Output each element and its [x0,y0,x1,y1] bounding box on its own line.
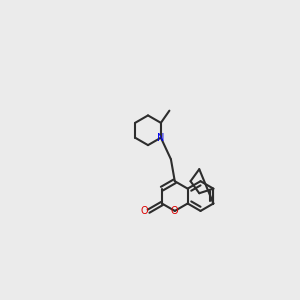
Text: O: O [140,206,148,216]
Text: N: N [157,133,165,143]
Text: O: O [171,206,178,216]
